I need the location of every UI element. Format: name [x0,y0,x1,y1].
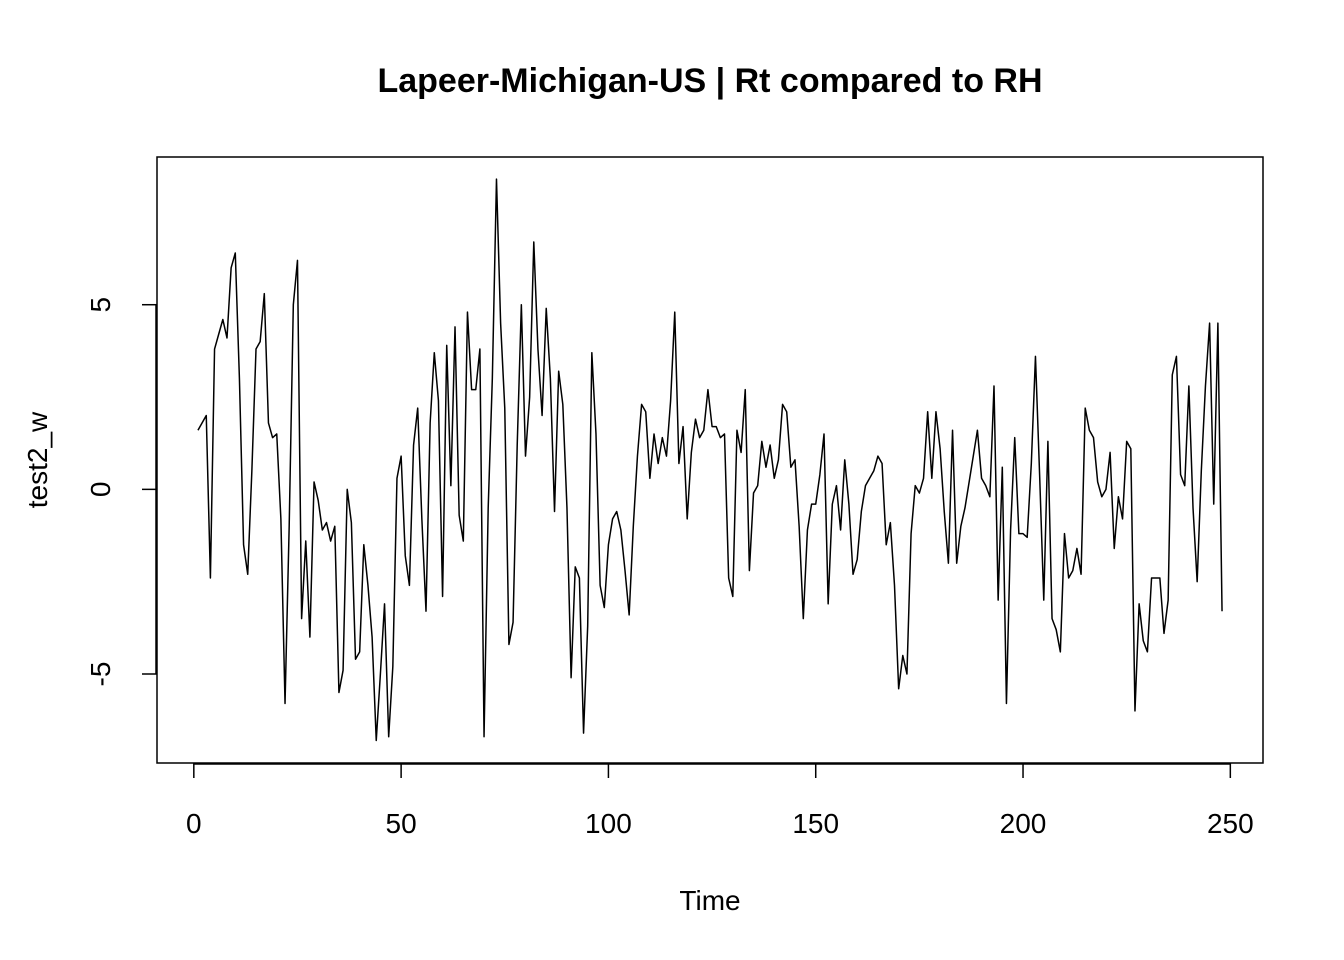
x-tick-label: 200 [1000,808,1047,839]
y-tick-label: 0 [85,482,116,498]
x-tick-label: 100 [585,808,632,839]
y-tick-label: -5 [85,662,116,687]
x-tick-label: 50 [386,808,417,839]
chart-title: Lapeer-Michigan-US | Rt compared to RH [377,62,1042,100]
x-axis-label: Time [679,885,740,916]
series-line [197,178,1223,742]
y-axis-label: test2_w [22,411,53,508]
plot-box [156,156,1264,764]
x-tick-label: 0 [186,808,202,839]
x-tick-label: 150 [792,808,839,839]
y-tick-label: 5 [85,297,116,313]
x-tick-label: 250 [1207,808,1254,839]
